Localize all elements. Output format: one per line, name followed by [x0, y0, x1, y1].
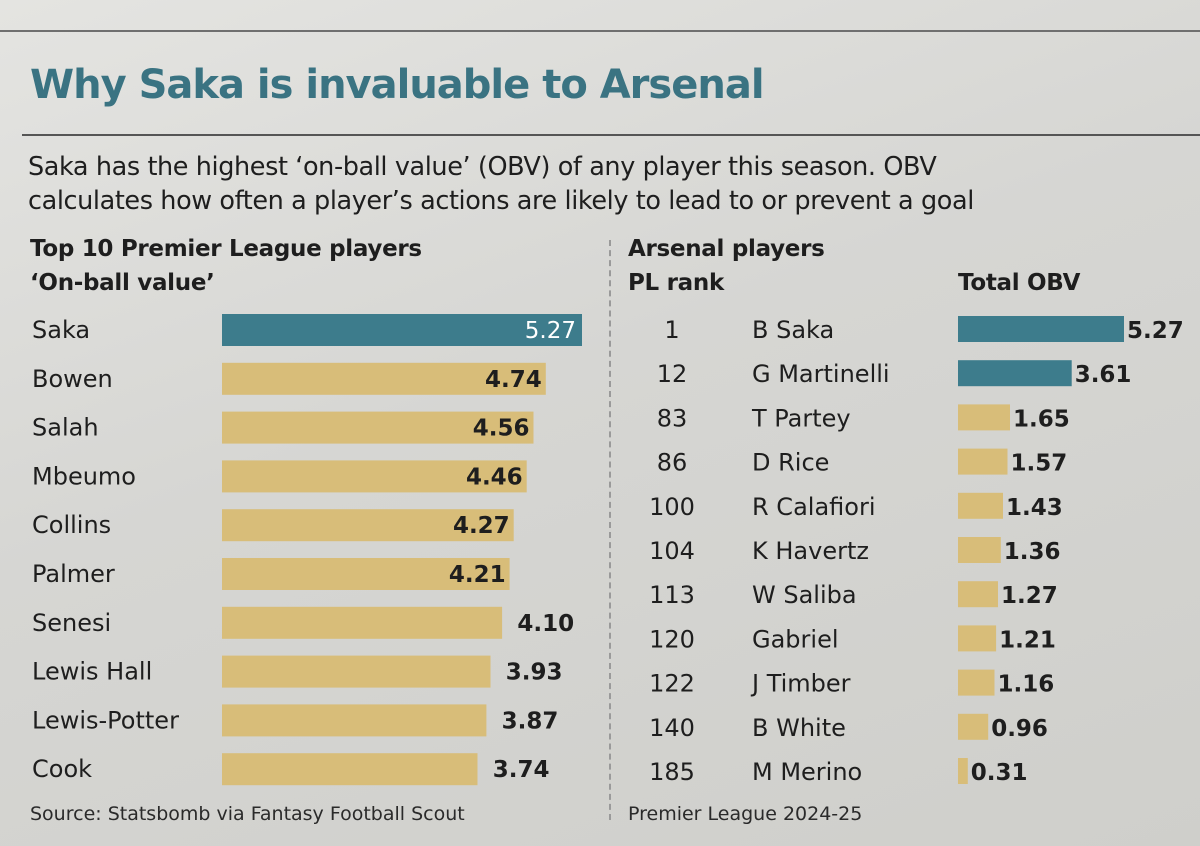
left-value-label: 4.46: [466, 464, 523, 490]
intro-line-1: Saka has the highest ‘on-ball value’ (OB…: [28, 152, 937, 182]
left-bar: [222, 362, 546, 395]
right-value-label: 5.27: [1127, 318, 1184, 344]
left-value-label: 4.56: [473, 416, 530, 442]
right-bar: [958, 316, 1124, 342]
arsenal-player-label: D Rice: [752, 449, 829, 477]
left-bar: [222, 314, 582, 346]
left-bar: [222, 753, 478, 786]
rank-label: 122: [649, 670, 695, 698]
right-bar: [958, 360, 1072, 387]
column-divider: [609, 240, 611, 820]
left-value-label: 5.27: [525, 318, 576, 344]
right-bar: [958, 713, 989, 740]
right-value-label: 1.57: [1011, 451, 1068, 477]
right-bar: [958, 537, 1001, 563]
arsenal-player-label: T Partey: [751, 404, 851, 432]
right-bar: [958, 492, 1003, 519]
arsenal-player-label: B Saka: [752, 316, 834, 344]
left-value-label: 3.87: [502, 708, 559, 734]
rank-label: 100: [649, 493, 695, 521]
right-bar: [958, 625, 997, 652]
arsenal-player-label: Gabriel: [752, 625, 839, 653]
rank-label: 86: [657, 449, 688, 477]
left-bar: [222, 558, 510, 590]
left-value-label: 4.74: [485, 367, 542, 393]
left-category-label: Saka: [32, 316, 90, 344]
left-value-label: 4.21: [449, 562, 506, 588]
arsenal-player-label: J Timber: [750, 670, 851, 698]
right-value-label: 1.65: [1013, 406, 1070, 432]
right-bar: [958, 758, 968, 784]
rank-label: 12: [657, 360, 688, 388]
right-bar: [958, 448, 1008, 475]
obv-column-header: Total OBV: [958, 270, 1081, 296]
left-category-label: Palmer: [32, 560, 115, 588]
left-bar: [222, 460, 527, 493]
left-value-label: 4.10: [517, 611, 574, 637]
title-rule: [22, 134, 1200, 136]
left-category-label: Collins: [32, 511, 111, 539]
right-value-label: 3.61: [1075, 362, 1132, 388]
right-value-label: 0.31: [971, 760, 1028, 786]
rank-label: 140: [649, 714, 695, 742]
rank-label: 1: [664, 316, 679, 344]
rank-label: 104: [649, 537, 695, 565]
left-chart-subtitle: ‘On-ball value’: [30, 270, 215, 296]
top-rule: [0, 30, 1200, 32]
right-bar: [958, 669, 995, 696]
rank-label: 185: [649, 758, 695, 786]
right-value-label: 1.21: [999, 627, 1056, 653]
left-value-label: 3.74: [493, 757, 550, 783]
arsenal-player-label: K Havertz: [752, 537, 869, 565]
arsenal-player-label: B White: [752, 714, 846, 742]
graphic-title: Why Saka is invaluable to Arsenal: [30, 62, 765, 108]
arsenal-player-label: G Martinelli: [752, 360, 890, 388]
rank-label: 120: [649, 625, 695, 653]
right-value-label: 1.27: [1001, 583, 1058, 609]
intro-text: Saka has the highest ‘on-ball value’ (OB…: [28, 150, 1188, 218]
left-bar: [222, 655, 491, 688]
left-bar: [222, 509, 514, 542]
left-category-label: Bowen: [32, 365, 113, 393]
left-chart-title: Top 10 Premier League players: [30, 236, 422, 262]
right-chart-title: Arsenal players: [628, 236, 825, 262]
left-bar: [222, 704, 487, 737]
right-value-label: 1.16: [998, 672, 1055, 698]
right-bar: [958, 581, 998, 608]
arsenal-player-label: R Calafiori: [752, 493, 875, 521]
left-bar: [222, 411, 534, 444]
rank-label: 83: [657, 404, 688, 432]
left-value-label: 4.27: [453, 513, 510, 539]
arsenal-player-label: W Saliba: [752, 581, 857, 609]
left-category-label: Salah: [32, 414, 99, 442]
intro-line-2: calculates how often a player’s actions …: [28, 186, 974, 216]
source-note: Source: Statsbomb via Fantasy Football S…: [30, 803, 465, 825]
left-category-label: Mbeumo: [32, 462, 136, 490]
right-bar: [958, 404, 1010, 431]
left-value-label: 3.93: [506, 660, 563, 686]
right-value-label: 1.43: [1006, 495, 1063, 521]
season-note: Premier League 2024-25: [628, 803, 863, 825]
left-category-label: Lewis-Potter: [32, 706, 179, 734]
right-value-label: 0.96: [991, 716, 1048, 742]
rank-column-header: PL rank: [628, 270, 724, 296]
rank-label: 113: [649, 581, 695, 609]
left-category-label: Senesi: [32, 609, 111, 637]
left-category-label: Lewis Hall: [32, 658, 152, 686]
left-category-label: Cook: [32, 755, 92, 783]
right-value-label: 1.36: [1004, 539, 1061, 565]
left-bar: [222, 606, 503, 639]
arsenal-player-label: M Merino: [752, 758, 862, 786]
